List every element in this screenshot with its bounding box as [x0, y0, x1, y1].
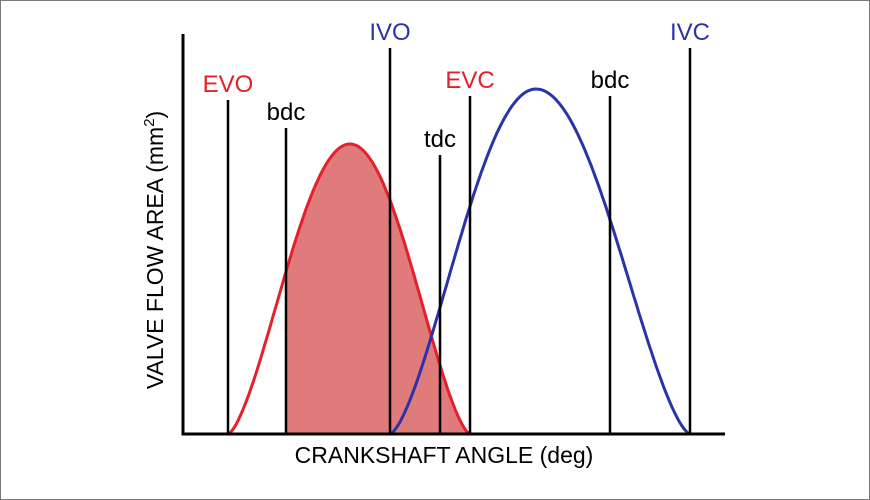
bdc2-label: bdc	[591, 67, 630, 94]
tdc-label: tdc	[424, 126, 456, 153]
marker-layer: EVO bdc IVO tdc EVC bdc IVC	[203, 19, 710, 434]
curve-layer	[226, 87, 693, 436]
chart-axes	[181, 34, 725, 436]
y-axis-label-main: VALVE FLOW AREA (mm	[142, 127, 168, 389]
ivo-label: IVO	[369, 19, 410, 46]
ivc-label: IVC	[670, 19, 710, 46]
intake-valve-curve	[387, 87, 693, 436]
y-axis-label: VALVE FLOW AREA (mm2)	[141, 111, 168, 389]
evo-label: EVO	[203, 71, 254, 98]
evc-label: EVC	[445, 67, 494, 94]
y-axis-label-superscript: 2	[141, 118, 158, 126]
bdc1-label: bdc	[267, 99, 306, 126]
y-axis-label-close: )	[142, 111, 168, 119]
x-axis-label: CRANKSHAFT ANGLE (deg)	[295, 442, 594, 468]
